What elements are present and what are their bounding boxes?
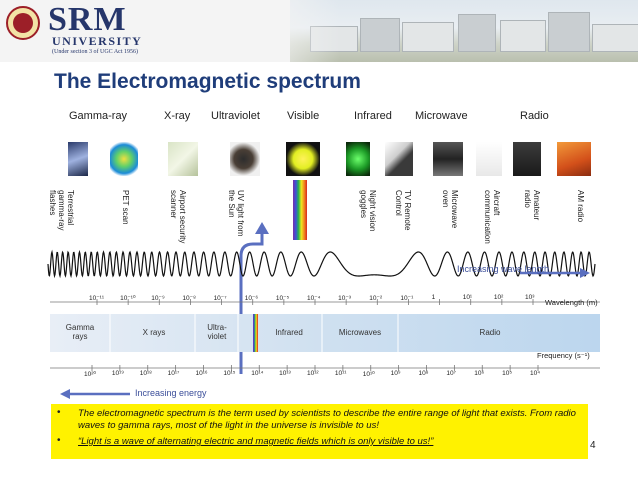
uv-pointer-line <box>239 232 264 374</box>
frequency-tick-label: 10⁷ <box>446 370 456 377</box>
frequency-tick-label: 10⁹ <box>390 370 401 377</box>
security-scan-image <box>168 142 198 176</box>
wavelength-tick-label: 10⁻⁵ <box>275 295 290 302</box>
frequency-tick-label: 10⁵ <box>502 370 513 377</box>
wavelength-tick-marks <box>96 299 534 305</box>
wavelength-tick-label: 10⁻¹⁰ <box>120 295 136 302</box>
frequency-axis-label: Frequency (s⁻¹) <box>537 351 590 360</box>
frequency-tick-label: 10¹⁰ <box>362 371 375 378</box>
uv-pointer-arrowhead <box>255 222 269 234</box>
energy-arrowhead <box>60 389 70 399</box>
frequency-tick-label: 10¹⁴ <box>251 370 264 377</box>
category-label: Microwave <box>415 110 468 122</box>
category-label: Ultraviolet <box>211 110 260 122</box>
bullet-text: The electromagnetic spectrum is the term… <box>78 408 576 431</box>
wave-line <box>47 249 596 279</box>
lightning-image <box>68 142 88 176</box>
band-label: Microwaves <box>338 328 382 337</box>
wavelength-tick-label: 10⁻⁸ <box>182 295 196 302</box>
band-label: X rays <box>142 328 166 337</box>
category-label: Infrared <box>354 110 392 122</box>
page-number: 4 <box>590 440 596 451</box>
category-label: Visible <box>287 110 320 122</box>
frequency-tick-label: 10⁸ <box>418 370 429 377</box>
spectrum-diagram: Gamma-ray X-ray Ultraviolet Visible Infr… <box>40 104 600 404</box>
bullet-list: • The electromagnetic spectrum is the te… <box>51 404 588 459</box>
wavelength-arrowhead <box>580 268 590 278</box>
category-label: X-ray <box>164 110 191 122</box>
wavelength-tick-label: 10⁻⁹ <box>151 295 165 302</box>
uv-image <box>230 142 260 176</box>
frequency-tick-label: 10¹⁷ <box>167 370 180 377</box>
wavelength-tick-label: 10⁻⁷ <box>213 295 227 302</box>
wavelength-tick-label: 10³ <box>525 294 535 301</box>
microwave-oven-image <box>433 142 463 176</box>
bullet-marker: • <box>57 407 61 418</box>
wavelength-tick-label: 10⁻³ <box>338 295 351 302</box>
frequency-tick-label: 10¹⁹ <box>111 370 125 377</box>
wavelength-axis-label: Wavelength (m) <box>545 298 598 307</box>
university-seal-center <box>13 13 33 33</box>
frequency-tick-label: 10⁴ <box>530 370 541 377</box>
frequency-tick-label: 10¹⁵ <box>223 370 236 377</box>
bullet-text: “Light is a wave of alternating electric… <box>78 436 434 447</box>
band-label: Ultra- violet <box>207 323 227 341</box>
energy-direction-label: Increasing energy <box>135 388 207 398</box>
band-label: Infrared <box>275 328 303 337</box>
wavelength-tick-label: 10⁻¹ <box>400 295 414 302</box>
band-label: Gamma rays <box>65 323 95 341</box>
wavelength-tick-label: 1 <box>431 294 436 301</box>
spectrum-graphics <box>47 180 600 399</box>
logo-note: (Under section 3 of UGC Act 1956) <box>52 49 138 55</box>
wavelength-tick-label: 10⁻⁶ <box>244 295 259 302</box>
visible-band-marker <box>253 314 258 352</box>
bullet-marker: • <box>57 435 61 446</box>
logo-name: SRM <box>48 1 127 38</box>
wavelength-tick-label: 10⁻¹¹ <box>89 295 104 302</box>
frequency-tick-label: 10¹⁶ <box>195 370 208 377</box>
spectrum-band <box>50 314 600 352</box>
frequency-tick-marks <box>91 365 539 371</box>
category-label: Gamma-ray <box>69 110 128 122</box>
wavelength-tick-label: 10¹ <box>462 294 473 301</box>
aircraft-image <box>476 142 502 176</box>
header-banner: SRM UNIVERSITY (Under section 3 of UGC A… <box>0 0 638 62</box>
slide-title: The Electromagnetic spectrum <box>54 70 361 93</box>
wavelength-tick-label: 10² <box>493 294 504 301</box>
am-radio-image <box>557 142 591 176</box>
night-vision-image <box>346 142 370 176</box>
pet-scan-image <box>110 142 138 176</box>
wavelength-tick-label: 10⁻² <box>369 295 383 302</box>
campus-photo <box>290 0 638 62</box>
frequency-tick-label: 10⁶ <box>474 370 485 377</box>
university-seal <box>6 6 40 40</box>
band-label: Radio <box>479 328 501 337</box>
frequency-tick-label: 10¹⁸ <box>139 370 152 377</box>
frequency-tick-label: 10¹² <box>307 370 319 377</box>
frequency-tick-label: 10²⁰ <box>84 371 97 378</box>
wavelength-tick-label: 10⁻⁴ <box>307 295 321 302</box>
frequency-tick-label: 10¹¹ <box>334 370 347 377</box>
remote-control-image <box>385 142 413 176</box>
amateur-radio-image <box>513 142 541 176</box>
visible-color-strip <box>293 180 307 240</box>
category-label: Radio <box>520 110 549 122</box>
frequency-tick-label: 10¹³ <box>279 370 291 377</box>
light-bulb-image <box>286 142 320 176</box>
logo-subtitle: UNIVERSITY <box>52 34 143 48</box>
wavelength-direction-label: Increasing wave length <box>457 264 550 274</box>
